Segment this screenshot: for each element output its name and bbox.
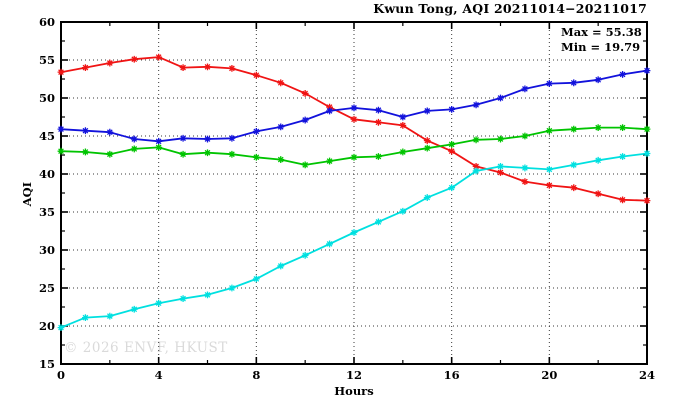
red-series-markers [57, 53, 651, 204]
chart-title: Kwun Tong, AQI 20211014−20211017 [373, 1, 647, 16]
min-value-label: Min = 19.79 [561, 40, 641, 54]
cyan-series-markers [57, 150, 651, 331]
watermark: © 2026 ENVF, HKUST [64, 340, 228, 356]
x-tick-label: 12 [346, 368, 362, 382]
plot-border [60, 21, 648, 365]
x-tick-label: 8 [252, 368, 260, 382]
cyan-series-line [60, 152, 648, 329]
max-value-label: Max = 55.38 [561, 25, 642, 39]
y-axis-label: AQI [20, 182, 34, 207]
y-tick-label: 15 [39, 357, 55, 371]
y-tick-label: 60 [39, 15, 55, 29]
green-series-markers [57, 124, 651, 169]
y-tick-label: 35 [39, 205, 55, 219]
x-tick-label: 24 [639, 368, 655, 382]
x-tick-label: 4 [155, 368, 163, 382]
y-tick-label: 25 [39, 281, 55, 295]
minmax-annotation: Max = 55.38 Min = 19.79 [561, 25, 642, 55]
y-tick-label: 40 [39, 167, 55, 181]
x-tick-label: 0 [57, 368, 65, 382]
y-tick-label: 45 [39, 129, 55, 143]
y-tick-label: 55 [39, 53, 55, 67]
x-tick-label: 20 [541, 368, 557, 382]
blue-series-markers [57, 67, 651, 145]
y-tick-label: 20 [39, 319, 55, 333]
y-tick-label: 30 [39, 243, 55, 257]
x-tick-label: 16 [444, 368, 460, 382]
y-tick-label: 50 [39, 91, 55, 105]
x-axis-label: Hours [334, 384, 374, 398]
